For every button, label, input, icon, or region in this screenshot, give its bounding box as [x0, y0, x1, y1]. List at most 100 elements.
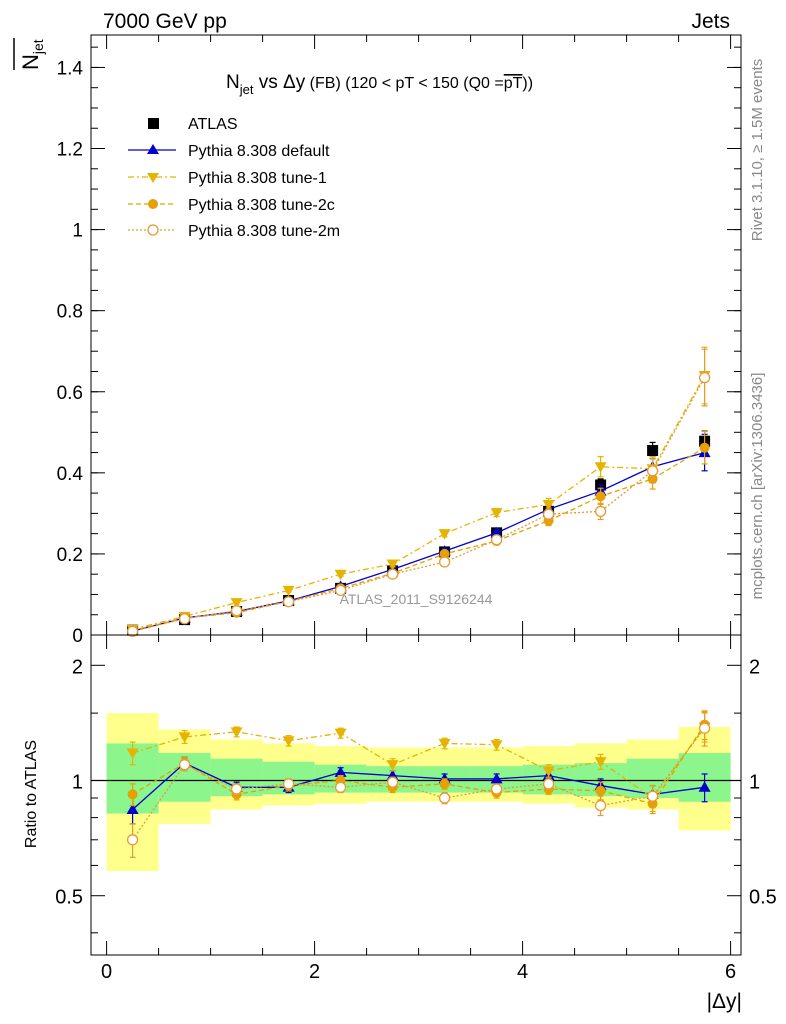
y-tick-label: 1.4	[57, 58, 84, 79]
main-line-pythia-8-308-tune-1	[132, 375, 706, 630]
ratio-series-pythia-8-308-tune-2m	[126, 711, 711, 858]
main-point	[490, 526, 503, 538]
x-tick-label: 6	[725, 961, 736, 983]
x-tick-label: 2	[309, 961, 320, 983]
main-point	[594, 462, 607, 473]
legend-label-default: Pythia 8.308 default	[188, 143, 330, 160]
main-line-pythia-8-308-tune-2m	[132, 377, 706, 632]
ratio-point	[542, 766, 555, 777]
ratio-point	[490, 772, 503, 784]
ratio-line-pythia-8-308-default	[132, 762, 705, 810]
main-point	[438, 529, 451, 540]
ylabel-sub: jet	[30, 39, 46, 55]
ratio-point	[178, 759, 191, 771]
main-point	[595, 491, 606, 502]
ratio-point	[126, 803, 139, 814]
ratio-point	[386, 776, 399, 788]
ratio-point	[594, 799, 607, 812]
main-point	[490, 508, 503, 519]
ratio-point	[386, 760, 399, 771]
y-tick-label: 1.2	[57, 140, 83, 161]
y-tick-label: 0	[72, 626, 83, 647]
ratio-point	[698, 722, 711, 734]
main-point	[230, 605, 243, 617]
ratio-line-pythia-8-308-tune-2c	[132, 724, 706, 805]
main-point	[439, 548, 450, 559]
ratio-point	[230, 727, 243, 738]
main-point	[334, 584, 347, 597]
legend-marker-default	[147, 144, 159, 154]
header-left: 7000 GeV pp	[103, 10, 227, 33]
ratio-y-tick-label-right: 2	[749, 656, 760, 678]
chart-title: Njet vs Δy (FB) (120 < pT < 150 (Q0 =pT)…	[226, 72, 533, 97]
main-point	[646, 465, 659, 477]
ratio-plot-frame	[90, 634, 742, 956]
ratio-point	[334, 766, 347, 777]
legend-label-atlas: ATLAS	[188, 116, 238, 133]
ratio-y-tick-label: 2	[72, 656, 83, 678]
main-series-pythia-8-308-tune-2m	[126, 348, 711, 638]
main-point	[542, 508, 555, 520]
ratio-point	[126, 748, 139, 760]
ratio-point	[646, 790, 659, 802]
main-point	[334, 569, 347, 581]
y-tick-label: 1	[72, 221, 83, 242]
side-text-mcplots: mcplots.cern.ch [arXiv:1306.3436]	[749, 373, 766, 600]
ratio-point	[594, 757, 607, 768]
main-point	[698, 371, 711, 384]
ratio-point	[490, 740, 503, 751]
legend-label-tune2m: Pythia 8.308 tune-2m	[188, 223, 340, 240]
legend-label-tune1: Pythia 8.308 tune-1	[188, 170, 327, 187]
ratio-y-tick-label: 0.5	[55, 887, 83, 909]
main-point	[594, 505, 607, 518]
main-point	[178, 613, 191, 625]
main-line-pythia-8-308-tune-2c	[132, 447, 705, 632]
x-tick-label: 4	[517, 961, 528, 983]
main-point	[490, 534, 503, 546]
ratio-point	[334, 781, 347, 793]
y-axis-label-main: Njet	[13, 38, 46, 70]
ratio-point	[438, 738, 451, 750]
main-point	[438, 556, 451, 568]
header-right: Jets	[691, 10, 730, 33]
legend-marker-tune1	[147, 173, 159, 183]
ratio-point	[282, 778, 295, 790]
ratio-point	[490, 783, 503, 795]
ratio-axis-ticks: 0.5 0.5 1 1 2 2 0 2 4 6	[55, 635, 777, 983]
x-axis-label: |Δy|	[707, 990, 742, 1013]
y-tick-label: 0.2	[57, 545, 83, 566]
y-tick-label: 0.6	[57, 383, 83, 404]
ratio-point	[595, 785, 606, 796]
ratio-y-label: Ratio to ATLAS	[23, 740, 40, 848]
main-point	[386, 559, 399, 571]
ratio-point	[334, 728, 347, 740]
legend-label-tune2c: Pythia 8.308 tune-2c	[188, 197, 335, 214]
legend: ATLAS Pythia 8.308 default Pythia 8.308 …	[128, 116, 340, 240]
ratio-point	[126, 834, 139, 846]
ratio-point	[282, 736, 295, 747]
main-point	[126, 625, 139, 638]
analysis-watermark: ATLAS_2011_S9126244	[340, 591, 493, 607]
main-point	[542, 499, 555, 511]
side-text-rivet: Rivet 3.1.10, ≥ 1.5M events	[749, 59, 766, 242]
ratio-point	[127, 789, 138, 800]
title-pt-overline: pT	[504, 75, 523, 92]
ratio-point	[542, 778, 555, 790]
ratio-y-tick-label-right: 0.5	[749, 887, 777, 909]
ratio-point	[230, 783, 243, 795]
main-point	[647, 445, 659, 457]
main-point	[386, 568, 399, 580]
main-plot-area	[126, 346, 711, 638]
y-tick-label: 0.4	[57, 464, 84, 485]
legend-marker-tune2m	[147, 224, 159, 236]
legend-marker-atlas	[148, 118, 159, 129]
main-point	[699, 442, 710, 453]
main-axis-ticks: 0 0.2 0.4 0.6 0.8 1 1.2 1.4	[57, 35, 741, 647]
svg-text:Njet: Njet	[18, 39, 46, 70]
main-point	[230, 598, 243, 609]
ratio-point	[439, 778, 450, 789]
ratio-y-tick-label: 1	[72, 772, 83, 794]
legend-marker-tune2c	[148, 199, 158, 209]
ratio-point	[698, 781, 711, 792]
